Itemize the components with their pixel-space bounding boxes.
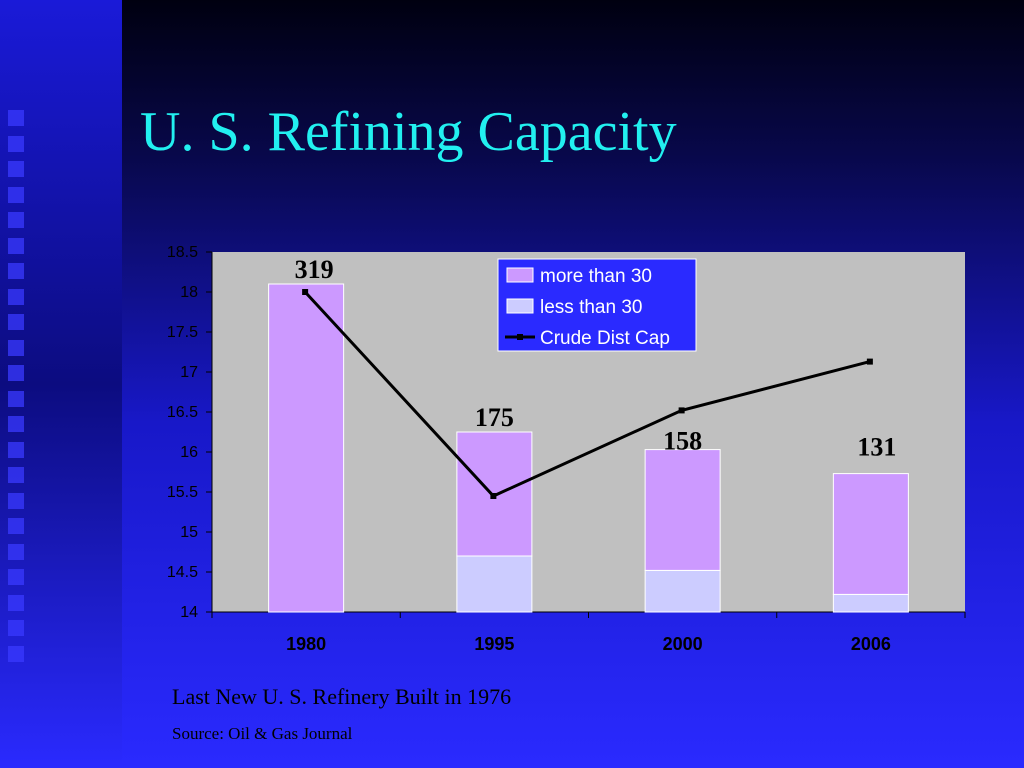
y-tick-label: 18.5 bbox=[167, 244, 198, 261]
slide-left-band bbox=[0, 0, 122, 768]
line-point bbox=[490, 493, 497, 499]
y-tick-label: 15 bbox=[180, 524, 198, 541]
data-label: 131 bbox=[857, 433, 896, 462]
line-point bbox=[866, 358, 873, 365]
legend-label: Crude Dist Cap bbox=[540, 328, 670, 349]
y-tick-label: 15.5 bbox=[167, 484, 198, 501]
line-crude-dist-cap bbox=[304, 290, 871, 498]
y-tick-label: 14.5 bbox=[167, 564, 198, 581]
bar-more-than-30 bbox=[268, 283, 345, 613]
y-tick-label: 17.5 bbox=[167, 324, 198, 341]
legend-marker bbox=[517, 334, 523, 340]
footnote: Last New U. S. Refinery Built in 1976 bbox=[172, 684, 512, 709]
y-tick-label: 17 bbox=[180, 364, 198, 381]
x-tick-label: 2006 bbox=[851, 634, 891, 654]
bar-less-than-30 bbox=[832, 593, 909, 613]
bar-more-than-30 bbox=[644, 449, 721, 571]
legend-label: less than 30 bbox=[540, 297, 642, 318]
slide-title: U. S. Refining Capacity bbox=[140, 101, 677, 163]
data-label: 319 bbox=[295, 255, 334, 284]
line-point bbox=[678, 407, 685, 414]
y-tick-label: 16.5 bbox=[167, 404, 198, 421]
bar-less-than-30 bbox=[456, 555, 533, 613]
x-tick-label: 1995 bbox=[474, 634, 514, 654]
source-note: Source: Oil & Gas Journal bbox=[172, 724, 353, 743]
legend-swatch bbox=[506, 298, 534, 314]
bar-more-than-30 bbox=[832, 473, 909, 595]
y-tick-label: 16 bbox=[180, 444, 198, 461]
data-label: 158 bbox=[663, 427, 702, 456]
x-tick-label: 2000 bbox=[663, 634, 703, 654]
line-point bbox=[302, 289, 309, 295]
legend-swatch bbox=[506, 267, 534, 283]
y-tick-label: 18 bbox=[180, 284, 198, 301]
x-tick-label: 1980 bbox=[286, 634, 326, 654]
y-tick-label: 14 bbox=[180, 604, 198, 621]
data-label: 175 bbox=[475, 403, 514, 432]
legend-label: more than 30 bbox=[540, 266, 652, 287]
decorative-squares bbox=[0, 110, 40, 670]
bar-less-than-30 bbox=[644, 569, 721, 613]
